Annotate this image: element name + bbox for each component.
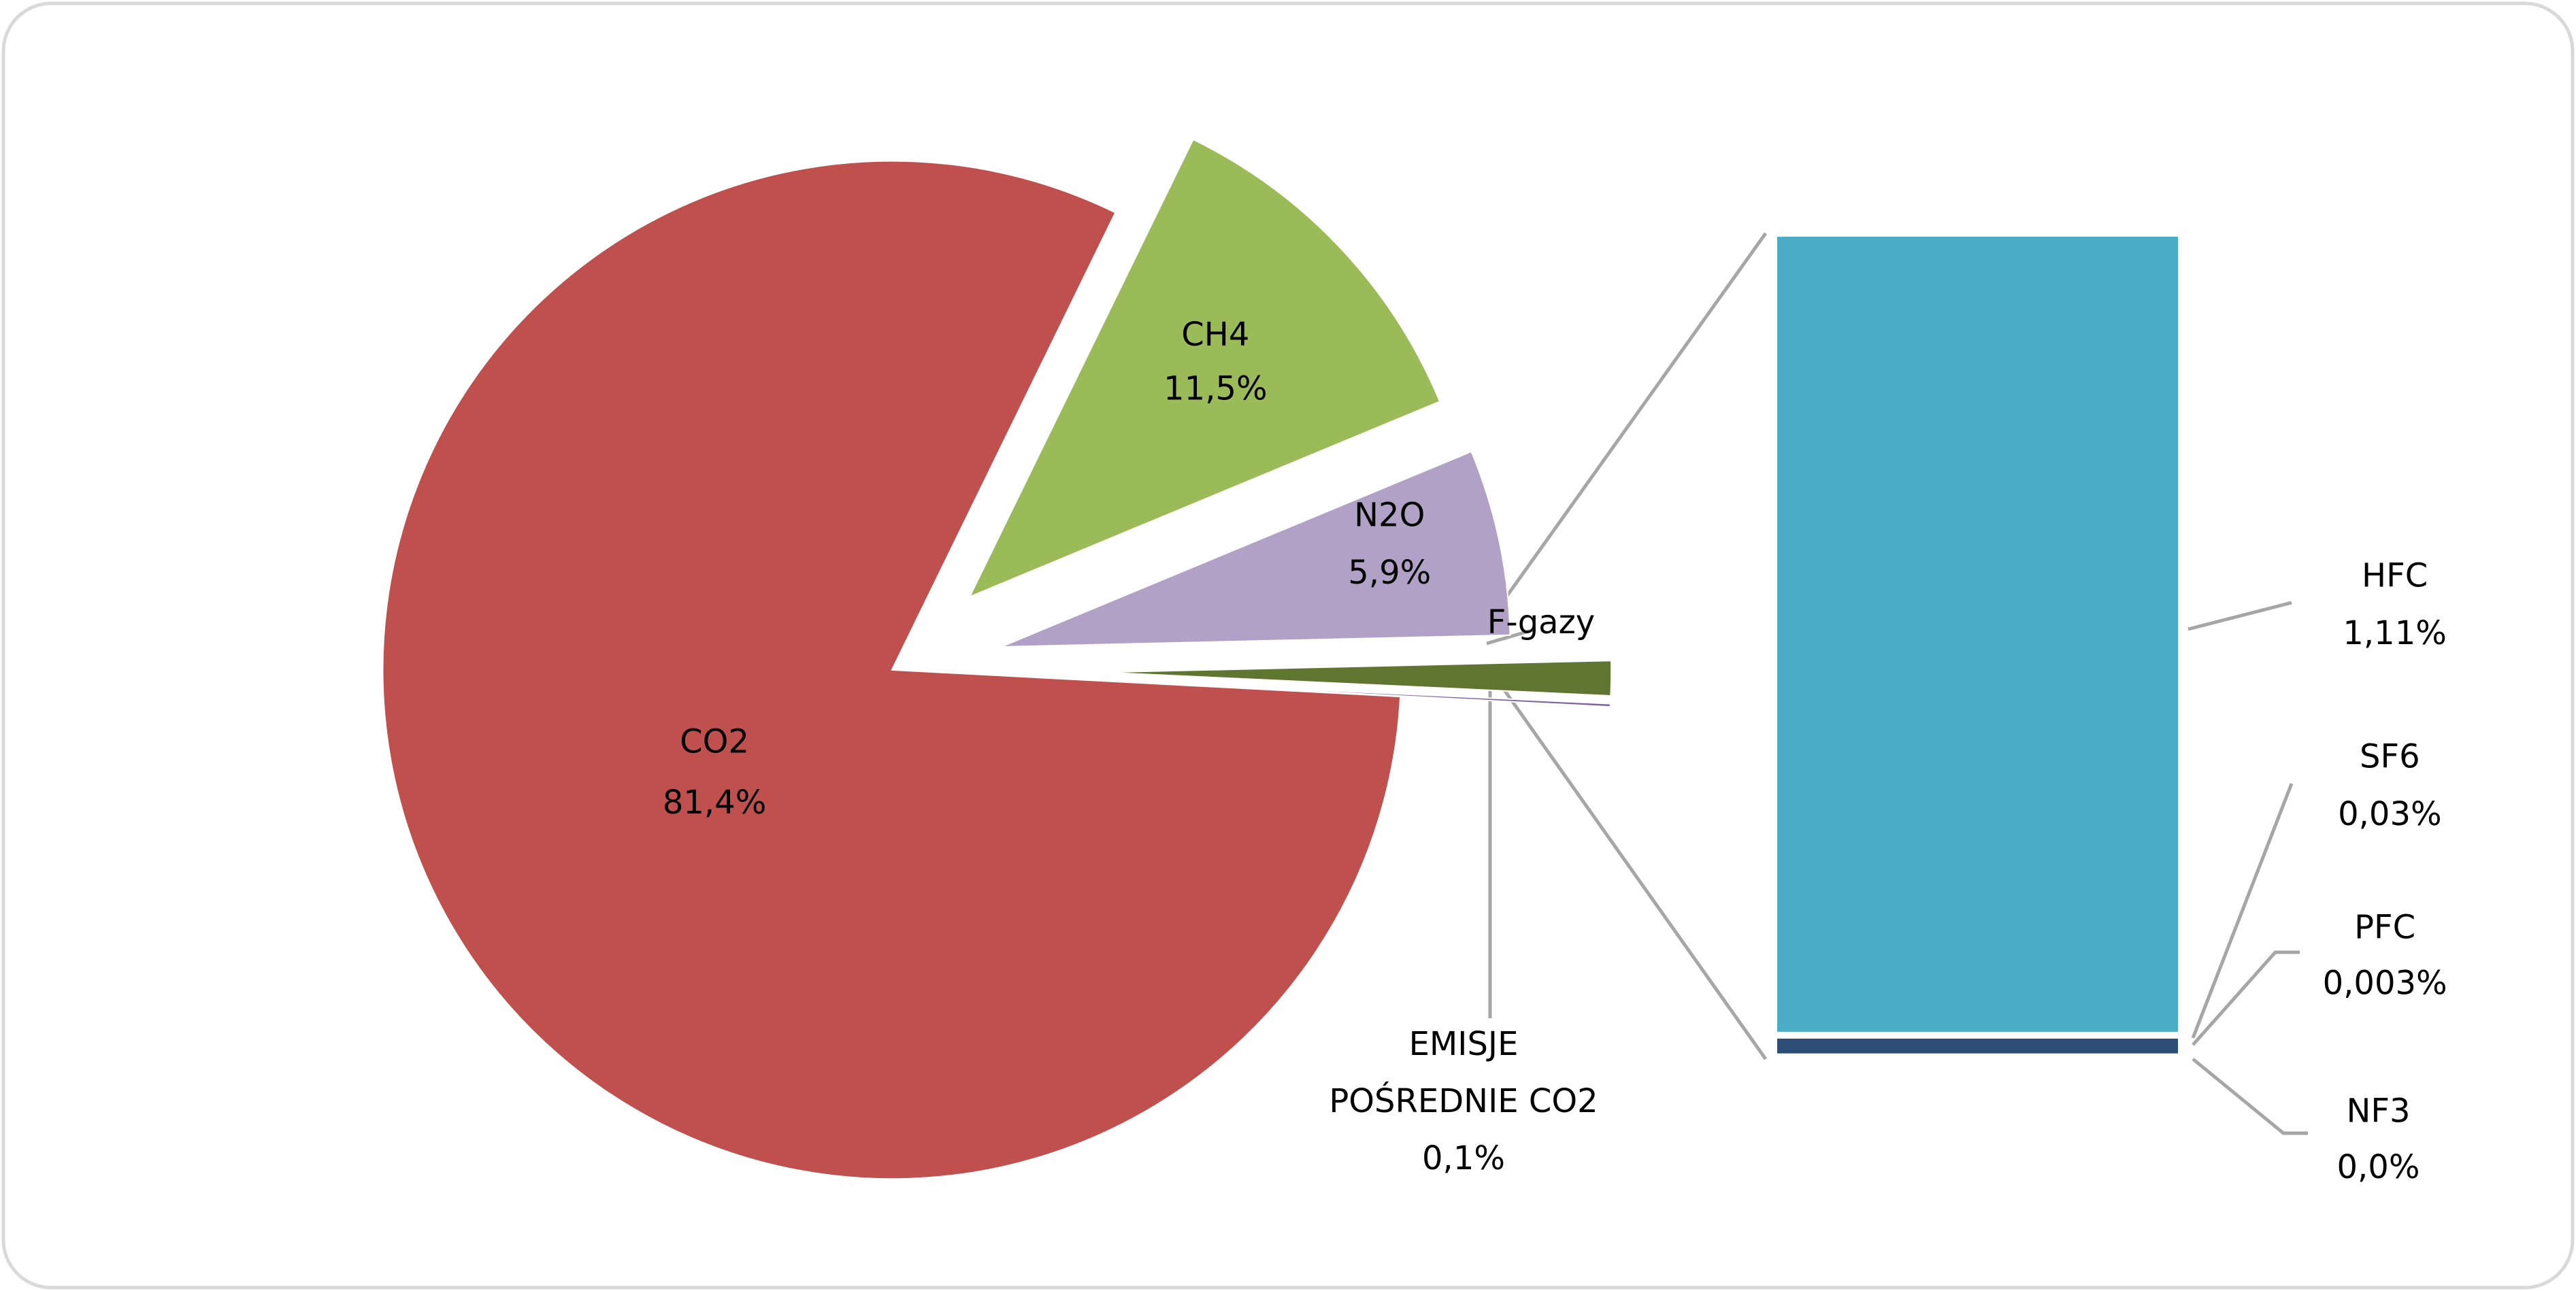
value-label: 11,5%	[1163, 370, 1267, 408]
category-label: SF6	[2360, 737, 2420, 775]
value-label: 81,4%	[663, 784, 766, 822]
category-label: CH4	[1181, 316, 1249, 354]
category-label: N2O	[1354, 496, 1425, 534]
pie-slice	[1102, 660, 1613, 697]
category-label: NF3	[2346, 1092, 2410, 1130]
bar-segment	[1770, 230, 2185, 1039]
leader-line	[2191, 783, 2294, 1039]
pie-slice	[382, 160, 1402, 1180]
pie-slice	[968, 138, 1441, 599]
leader-line	[2192, 950, 2300, 1046]
category-label: F-gazy	[1487, 603, 1595, 641]
bar-segment	[1770, 1053, 2185, 1062]
category-label: CO2	[680, 723, 749, 761]
connector-line	[1485, 232, 1768, 626]
value-label: 1,11%	[2343, 614, 2446, 652]
pie-slice	[1102, 680, 1612, 708]
category-label: PFC	[2354, 908, 2415, 946]
category-label: EMISJE POŚREDNIE CO2	[1329, 1025, 1598, 1120]
value-label: 0,1%	[1422, 1139, 1505, 1177]
value-label: 0,003%	[2323, 964, 2447, 1002]
value-label: 0,03%	[2338, 795, 2441, 833]
leader-line	[2187, 601, 2292, 631]
connector-line	[1485, 664, 1768, 1060]
pie-slice	[1001, 450, 1511, 648]
leader-lines	[1485, 232, 2308, 1135]
leader-line	[1486, 627, 1536, 646]
leader-line	[2192, 1058, 2308, 1135]
bar-segment	[1770, 1031, 2185, 1060]
data-label: EMISJE POŚREDNIE CO2 0,1%	[1314, 1016, 1613, 1187]
value-label: 0,0%	[2336, 1148, 2420, 1186]
category-label: HFC	[2362, 557, 2428, 595]
value-label: 5,9%	[1348, 554, 1431, 592]
